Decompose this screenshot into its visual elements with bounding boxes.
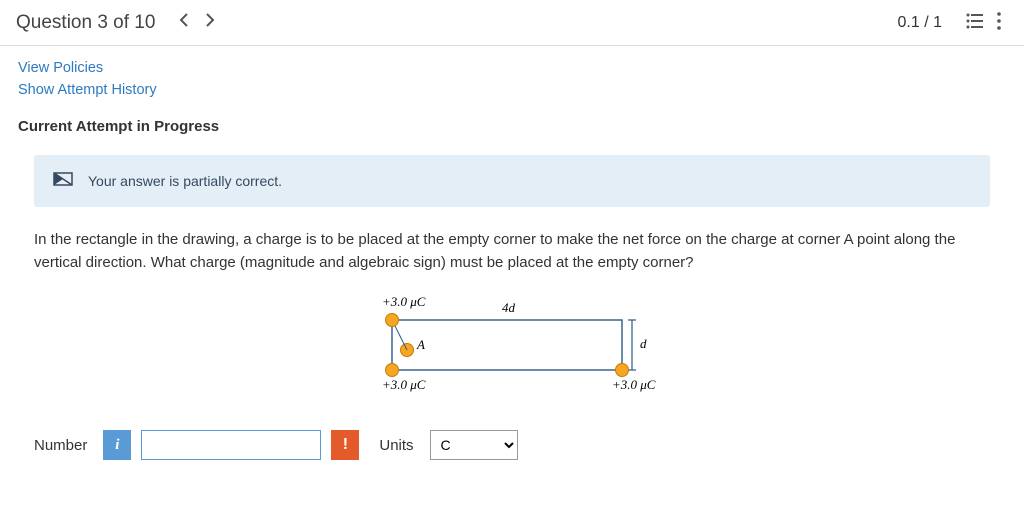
next-question-button[interactable]	[197, 9, 223, 36]
chevron-left-icon	[179, 13, 189, 27]
figure-label-a: A	[416, 337, 425, 352]
question-number: Question 3 of 10	[16, 12, 155, 34]
more-options-button[interactable]	[990, 8, 1008, 37]
prev-question-button[interactable]	[171, 9, 197, 36]
more-vertical-icon	[996, 12, 1002, 30]
question-list-button[interactable]	[960, 9, 990, 36]
score-display: 0.1 / 1	[898, 14, 942, 32]
question-text: In the rectangle in the drawing, a charg…	[34, 229, 990, 274]
figure-charge-tl: +3.0 μC	[382, 294, 426, 309]
number-input[interactable]	[141, 430, 321, 460]
info-badge[interactable]: i	[103, 430, 131, 460]
figure-charge-br: +3.0 μC	[612, 377, 656, 392]
warning-badge: !	[331, 430, 359, 460]
figure-width-label: 4d	[502, 300, 516, 315]
question-header: Question 3 of 10 0.1 / 1	[0, 0, 1024, 46]
feedback-text: Your answer is partially correct.	[88, 173, 282, 189]
figure-height-label: d	[640, 336, 647, 351]
question-figure: A +3.0 μC +3.0 μC +3.0 μC 4d d	[18, 292, 1006, 402]
list-icon	[966, 13, 984, 29]
number-label: Number	[34, 437, 87, 454]
feedback-banner: Your answer is partially correct.	[34, 155, 990, 207]
units-select[interactable]: C	[430, 430, 518, 460]
figure-charge-bl: +3.0 μC	[382, 377, 426, 392]
answer-row: Number i ! Units C	[34, 430, 990, 460]
view-policies-link[interactable]: View Policies	[18, 60, 1006, 76]
current-attempt-heading: Current Attempt in Progress	[18, 118, 1006, 135]
show-attempt-history-link[interactable]: Show Attempt History	[18, 82, 1006, 98]
partial-correct-icon	[52, 171, 74, 191]
chevron-right-icon	[205, 13, 215, 27]
units-label: Units	[379, 437, 413, 454]
